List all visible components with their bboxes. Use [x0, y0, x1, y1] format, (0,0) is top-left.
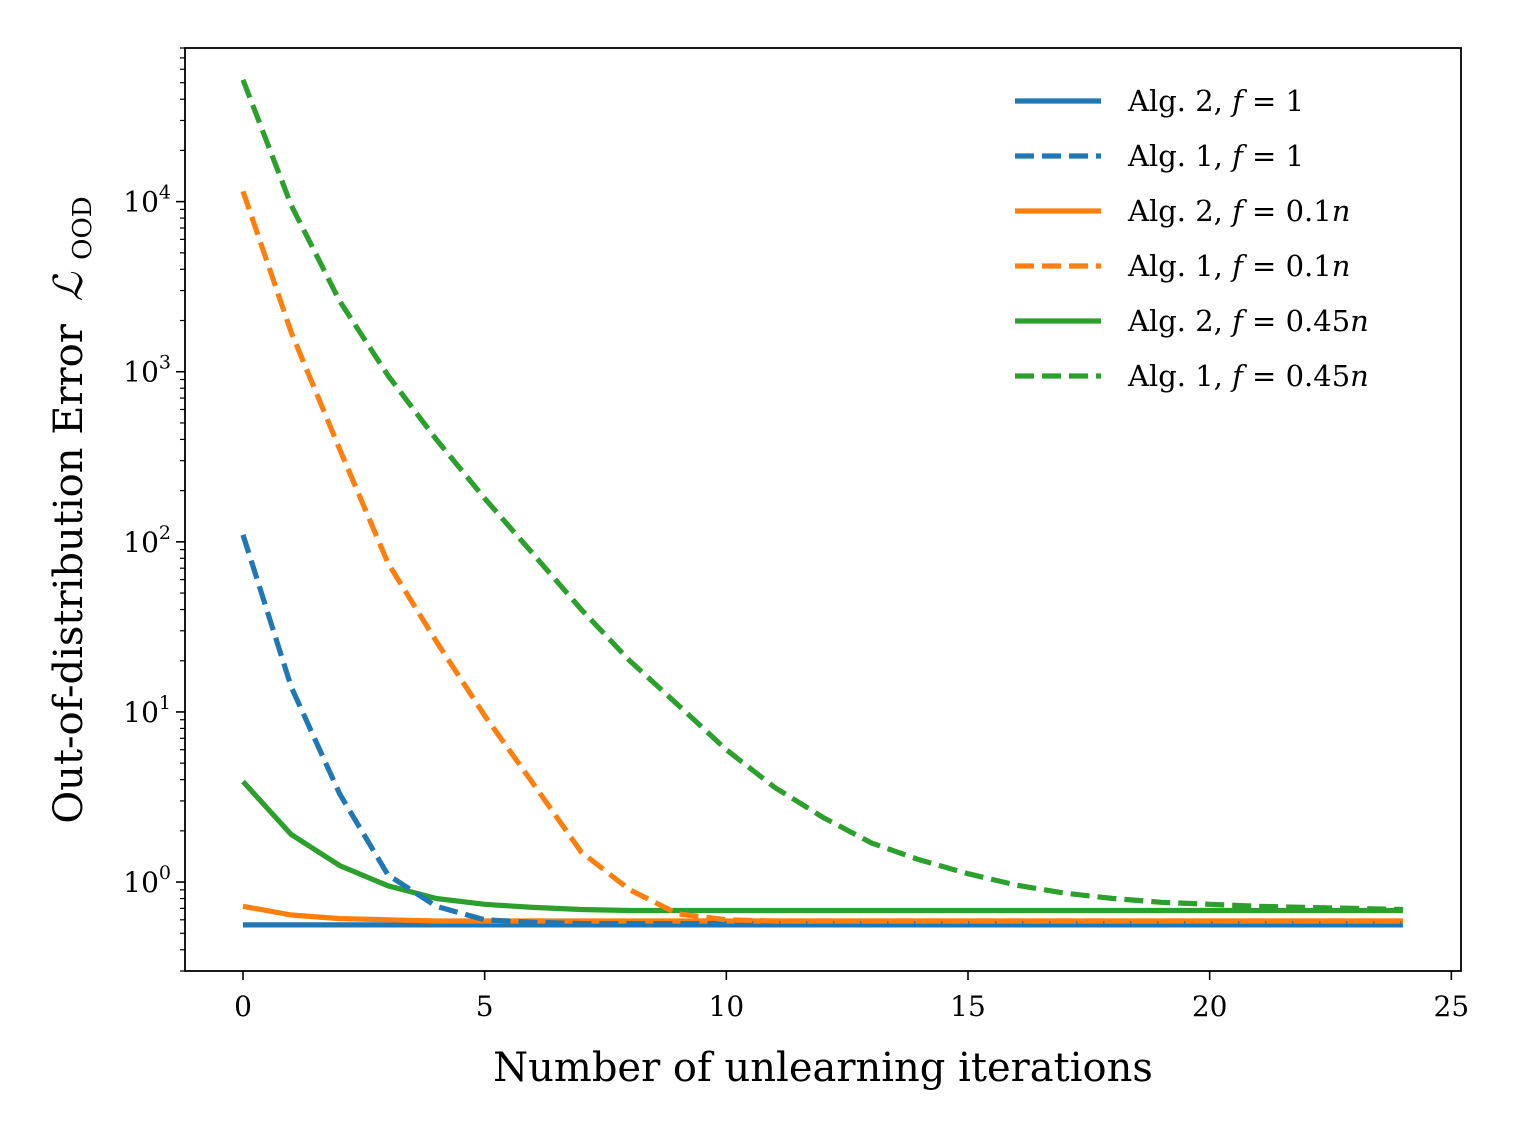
y-axis-title-subscript: OOD: [68, 196, 98, 259]
x-tick-label: 10: [709, 990, 745, 1023]
x-tick-label: 5: [476, 990, 494, 1023]
legend-var2: n: [1350, 304, 1369, 338]
legend-eq: = 0.1: [1243, 249, 1332, 283]
legend-eq: = 0.45: [1243, 359, 1350, 393]
legend-prefix: Alg. 2,: [1127, 84, 1232, 118]
legend-prefix: Alg. 1,: [1127, 359, 1232, 393]
legend-prefix: Alg. 2,: [1127, 304, 1232, 338]
legend-label: Alg. 2, f = 0.45n: [1127, 304, 1369, 338]
legend: Alg. 2, f = 1 Alg. 1, f = 1 Alg. 2, f = 0.…: [1015, 84, 1369, 393]
y-tick-exponent: 0: [159, 862, 171, 884]
plot-frame: [184, 47, 1462, 972]
legend-eq: = 1: [1243, 84, 1304, 118]
legend-var2: n: [1350, 359, 1369, 393]
y-axis-title-text: Out-of-distribution Error ℒ OOD: [46, 196, 98, 823]
legend-var2: n: [1332, 194, 1351, 228]
y-tick-base: 10: [123, 186, 159, 219]
y-tick-exponent: 3: [159, 352, 171, 374]
legend-eq: = 0.1: [1243, 194, 1332, 228]
y-tick-exponent: 4: [159, 182, 171, 204]
y-tick-label: 101: [123, 692, 171, 729]
legend-label: Alg. 1, f = 0.1n: [1127, 249, 1350, 283]
legend-label: Alg. 2, f = 0.1n: [1127, 194, 1350, 228]
legend-label: Alg. 1, f = 1: [1127, 139, 1304, 173]
legend-label: Alg. 2, f = 1: [1127, 84, 1304, 118]
y-tick-base: 10: [123, 526, 159, 559]
x-tick-label: 15: [950, 990, 986, 1023]
legend-eq: = 1: [1243, 139, 1304, 173]
legend-prefix: Alg. 1,: [1127, 249, 1232, 283]
legend-prefix: Alg. 1,: [1127, 139, 1232, 173]
y-axis-title: Out-of-distribution Error ℒ OOD: [46, 196, 98, 823]
y-tick-label: 100: [123, 862, 171, 899]
y-tick-label: 104: [123, 182, 171, 219]
x-tick-label: 25: [1434, 990, 1470, 1023]
y-tick-base: 10: [123, 356, 159, 389]
y-tick-base: 10: [123, 866, 159, 899]
series-layer: [240, 78, 1404, 928]
y-axis-title-label: Out-of-distribution Error: [46, 323, 92, 823]
legend-prefix: Alg. 2,: [1127, 194, 1232, 228]
x-tick-label: 20: [1192, 990, 1228, 1023]
series-line: [240, 78, 1404, 913]
y-tick-exponent: 2: [159, 522, 171, 544]
legend-var2: n: [1332, 249, 1351, 283]
x-tick-label: 0: [234, 990, 252, 1023]
legend-label: Alg. 1, f = 0.45n: [1127, 359, 1369, 393]
y-tick-label: 102: [123, 522, 171, 559]
legend-eq: = 0.45: [1243, 304, 1350, 338]
y-tick-exponent: 1: [159, 692, 171, 714]
series-line: [241, 779, 1403, 914]
y-tick-label: 103: [123, 352, 171, 389]
series-line: [240, 190, 1403, 924]
x-axis-title: Number of unlearning iterations: [493, 1045, 1153, 1091]
y-tick-base: 10: [123, 696, 159, 729]
y-axis-title-symbol: ℒ: [46, 271, 92, 301]
